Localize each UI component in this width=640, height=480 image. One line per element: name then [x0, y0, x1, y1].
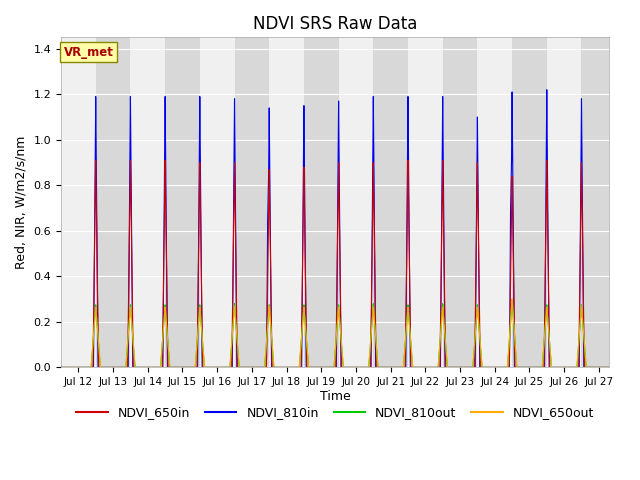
NDVI_650in — [227, 364, 235, 370]
NDVI_650out — [227, 353, 235, 359]
NDVI_810out — [227, 354, 235, 360]
Line: NDVI_810in: NDVI_810in — [61, 90, 609, 367]
NDVI_650in — [605, 364, 613, 370]
NDVI_810out — [422, 364, 430, 370]
NDVI_810in — [422, 364, 430, 370]
NDVI_810out — [414, 364, 422, 370]
Line: NDVI_810out: NDVI_810out — [61, 299, 609, 367]
NDVI_810in — [321, 364, 329, 370]
NDVI_650in — [93, 238, 100, 243]
NDVI_810out — [599, 364, 607, 370]
NDVI_650in — [599, 364, 607, 370]
NDVI_650in — [414, 364, 422, 370]
NDVI_650in — [92, 157, 100, 163]
Bar — [443, 37, 477, 367]
NDVI_810in — [414, 364, 422, 370]
Bar — [96, 37, 131, 367]
NDVI_810out — [321, 364, 329, 370]
Line: NDVI_650out: NDVI_650out — [61, 299, 609, 367]
Y-axis label: Red, NIR, W/m2/s/nm: Red, NIR, W/m2/s/nm — [15, 136, 28, 269]
Bar — [512, 37, 547, 367]
Bar — [234, 37, 269, 367]
NDVI_810in — [57, 364, 65, 370]
Text: VR_met: VR_met — [64, 46, 114, 59]
Bar — [582, 37, 616, 367]
NDVI_810in — [605, 364, 613, 370]
Bar — [339, 37, 373, 367]
Bar — [547, 37, 582, 367]
NDVI_810in — [599, 364, 607, 370]
Legend: NDVI_650in, NDVI_810in, NDVI_810out, NDVI_650out: NDVI_650in, NDVI_810in, NDVI_810out, NDV… — [72, 401, 599, 424]
NDVI_650out — [605, 364, 613, 370]
NDVI_810in — [227, 364, 235, 370]
Bar — [61, 37, 96, 367]
NDVI_810in — [543, 87, 550, 93]
X-axis label: Time: Time — [320, 390, 351, 403]
NDVI_650in — [57, 364, 65, 370]
NDVI_650out — [599, 364, 607, 370]
Bar — [165, 37, 200, 367]
Bar — [131, 37, 165, 367]
Line: NDVI_650in: NDVI_650in — [61, 160, 609, 367]
NDVI_810out — [508, 296, 516, 302]
Bar — [304, 37, 339, 367]
NDVI_650in — [422, 364, 430, 370]
NDVI_810out — [605, 364, 613, 370]
NDVI_650in — [321, 364, 329, 370]
NDVI_810in — [93, 219, 100, 225]
NDVI_650out — [422, 364, 430, 370]
Bar — [373, 37, 408, 367]
Bar — [269, 37, 304, 367]
NDVI_650out — [508, 296, 516, 302]
NDVI_650out — [93, 318, 100, 324]
NDVI_650out — [321, 364, 329, 370]
Bar — [477, 37, 512, 367]
NDVI_650out — [57, 364, 65, 370]
Title: NDVI SRS Raw Data: NDVI SRS Raw Data — [253, 15, 417, 33]
NDVI_650out — [414, 364, 422, 370]
NDVI_810out — [93, 316, 100, 322]
NDVI_810out — [57, 364, 65, 370]
Bar — [200, 37, 234, 367]
Bar — [408, 37, 443, 367]
